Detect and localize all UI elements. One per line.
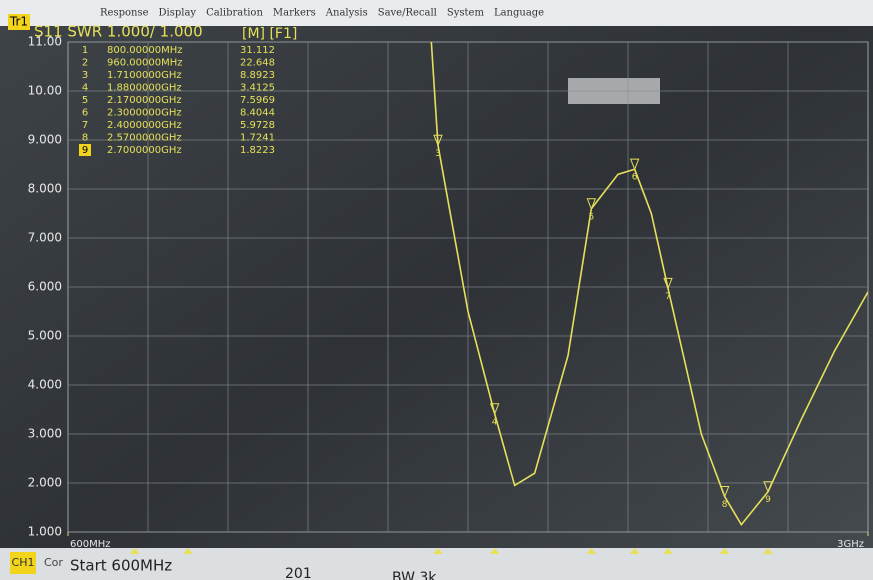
y-tick-label: 10.00 — [28, 84, 62, 98]
marker-table-frequency: 1.7100000GHz — [107, 70, 182, 81]
marker-table-number: 1 — [82, 45, 88, 56]
marker-table-number: 9 — [82, 145, 88, 156]
marker-table-number: 6 — [82, 108, 88, 119]
marker-table-frequency: 1.8800000GHz — [107, 83, 182, 94]
marker-number: 5 — [588, 212, 594, 222]
menu-item: Analysis — [325, 8, 368, 19]
y-tick-label: 2.000 — [28, 476, 62, 490]
y-tick-label: 1.000 — [28, 525, 62, 539]
menu-item: Language — [494, 8, 544, 19]
y-tick-label: 6.000 — [28, 280, 62, 294]
screen: Tr1 S11 SWR 1.000/ 1.000 [M] [F1] CH1 Co… — [0, 0, 873, 580]
y-tick-label: 8.000 — [28, 182, 62, 196]
marker-table-frequency: 2.5700000GHz — [107, 133, 182, 144]
marker-table-frequency: 2.1700000GHz — [107, 95, 182, 106]
points: 201 — [285, 566, 312, 580]
marker-number: 7 — [665, 292, 671, 302]
marker-table-frequency: 2.4000000GHz — [107, 120, 182, 131]
menu-item: Response — [100, 8, 149, 19]
y-tick-label: 3.000 — [28, 427, 62, 441]
marker-table-frequency: 960.00000MHz — [107, 58, 182, 69]
trace-tag: Tr1 — [9, 15, 28, 29]
page: Tr1 S11 SWR 1.000/ 1.000 [M] [F1] CH1 Co… — [0, 0, 873, 580]
marker-number: 9 — [765, 495, 771, 505]
marker-table-value: 22.648 — [240, 58, 275, 69]
marker-table-frequency: 2.7000000GHz — [107, 145, 182, 156]
marker-number: 6 — [632, 173, 638, 183]
x-tick-label: 600MHz — [70, 539, 110, 550]
marker-number: 4 — [492, 417, 498, 427]
marker-number: 8 — [722, 500, 728, 510]
marker-table-number: 2 — [82, 58, 88, 69]
marker-table-number: 4 — [82, 83, 88, 94]
marker-table-frequency: 2.3000000GHz — [107, 108, 182, 119]
marker-table-value: 7.5969 — [240, 95, 275, 106]
marker-table-value: 31.112 — [240, 45, 275, 56]
marker-table-value: 8.4044 — [240, 108, 275, 119]
channel: CH1 — [12, 556, 35, 569]
menu-item: Display — [159, 8, 197, 19]
y-tick-label: 7.000 — [28, 231, 62, 245]
marker-table-number: 8 — [82, 133, 88, 144]
menu-item: System — [447, 8, 485, 19]
marker-mode: [M] [F1] — [242, 26, 297, 42]
marker-table-value: 8.8923 — [240, 70, 275, 81]
menu-item: Markers — [273, 8, 316, 19]
start-frequency: Start 600MHz — [70, 557, 172, 575]
marker-table-value: 1.7241 — [240, 133, 275, 144]
marker-table-value: 3.4125 — [240, 83, 275, 94]
marker-table-number: 5 — [82, 95, 88, 106]
marker-table-number: 7 — [82, 120, 88, 131]
x-tick-label: 3GHz — [837, 539, 864, 550]
y-tick-label: 4.000 — [28, 378, 62, 392]
marker-table-frequency: 800.00000MHz — [107, 45, 182, 56]
menu-item: Calibration — [206, 8, 263, 19]
marker-number: 3 — [435, 149, 441, 159]
y-tick-label: 11.00 — [28, 35, 62, 49]
y-tick-label: 5.000 — [28, 329, 62, 343]
menu-item: Save/Recall — [378, 8, 437, 19]
y-tick-label: 9.000 — [28, 133, 62, 147]
marker-table-value: 5.9728 — [240, 120, 275, 131]
bandwidth: BW 3k — [392, 570, 437, 580]
marker-table-number: 3 — [82, 70, 88, 81]
correction: Cor — [44, 556, 63, 569]
marker-table-value: 1.8223 — [240, 145, 275, 156]
